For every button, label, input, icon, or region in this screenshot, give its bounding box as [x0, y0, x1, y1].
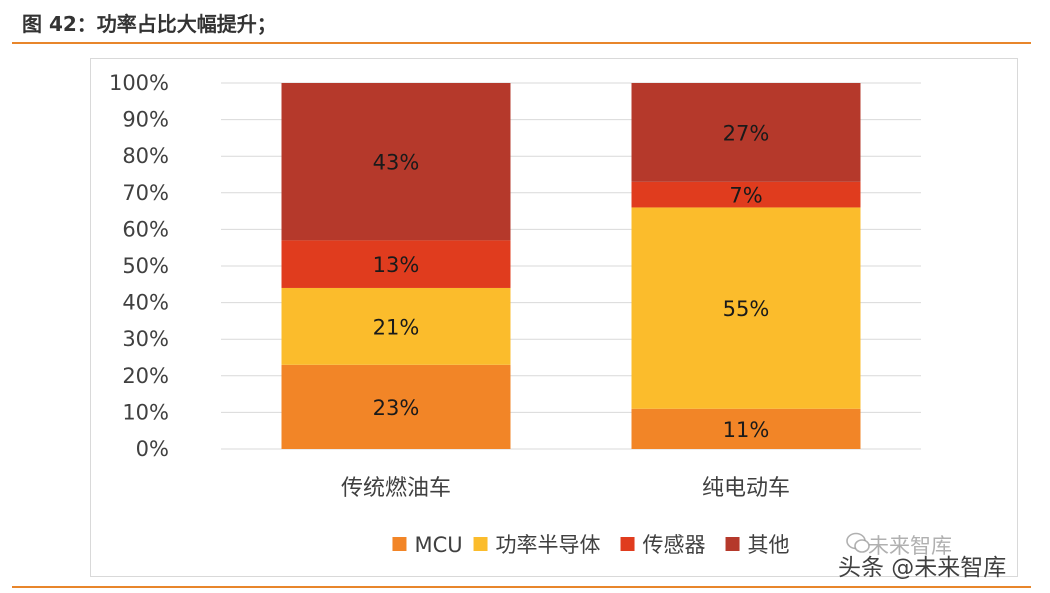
bar-segment	[281, 287, 511, 365]
legend-label: 功率半导体	[496, 533, 601, 557]
y-tick-label: 100%	[109, 71, 169, 95]
bar-segment	[631, 207, 861, 409]
bar-segment	[281, 240, 511, 288]
legend-label: 其他	[748, 533, 790, 557]
legend-label: MCU	[414, 533, 462, 557]
data-label: 11%	[723, 418, 770, 442]
data-label: 23%	[373, 396, 420, 420]
x-tick-label: 纯电动车	[702, 476, 790, 501]
data-label: 7%	[729, 184, 762, 208]
bar-segment	[631, 181, 861, 208]
x-tick-label: 传统燃油车	[341, 476, 451, 501]
bottom-divider	[12, 586, 1031, 588]
stacked-bar-chart: 0% 10% 20% 30% 40% 50% 60% 70% 80% 90% 100% 23% 21% 1…	[109, 71, 921, 557]
y-tick-label: 50%	[122, 254, 169, 278]
legend-label: 传感器	[643, 533, 706, 557]
y-tick-label: 0%	[136, 437, 169, 461]
y-tick-label: 30%	[122, 327, 169, 351]
data-label: 27%	[723, 121, 770, 145]
bar-segment	[631, 83, 861, 182]
top-divider	[12, 42, 1031, 44]
y-tick-label: 10%	[122, 400, 169, 424]
y-tick-label: 90%	[122, 108, 169, 132]
bar-segment	[631, 408, 861, 449]
legend-swatch	[620, 537, 635, 551]
data-label: 55%	[723, 297, 770, 321]
figure-title: 图 42：功率占比大幅提升；	[22, 12, 277, 36]
y-tick-label: 40%	[122, 291, 169, 315]
bar-segment	[281, 364, 511, 449]
y-tick-label: 60%	[122, 217, 169, 241]
legend-swatch	[392, 537, 407, 551]
data-label: 43%	[373, 151, 420, 175]
legend-swatch	[725, 537, 740, 551]
bar-segment	[281, 83, 511, 241]
data-label: 13%	[373, 253, 420, 277]
chart-frame: 0% 10% 20% 30% 40% 50% 60% 70% 80% 90% 100% 23% 21% 1…	[90, 58, 1018, 577]
legend-swatch	[473, 537, 488, 551]
data-label: 21%	[373, 315, 420, 339]
y-tick-label: 20%	[122, 364, 169, 388]
y-tick-label: 70%	[122, 181, 169, 205]
y-tick-label: 80%	[122, 144, 169, 168]
